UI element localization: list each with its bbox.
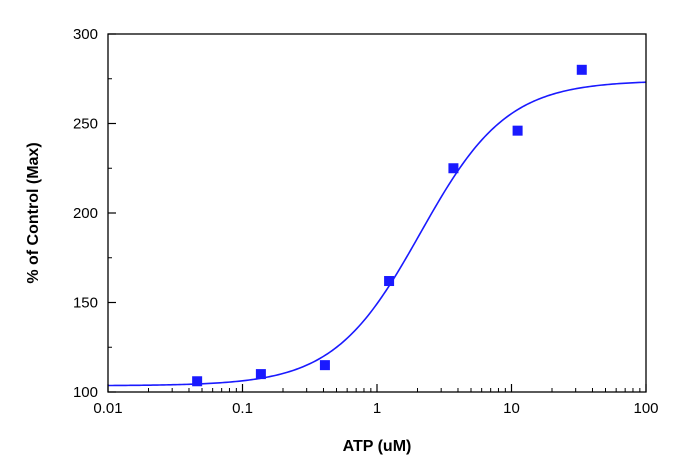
- data-point: [576, 64, 587, 75]
- y-tick-label: 100: [73, 384, 98, 401]
- x-axis-ticks: 0.01 0.1 1 10 100: [93, 384, 659, 417]
- y-tick-label: 150: [73, 295, 98, 312]
- x-tick-label: 1: [373, 400, 381, 417]
- data-point: [319, 360, 330, 371]
- data-point: [384, 276, 395, 287]
- y-tick-label: 250: [73, 116, 98, 133]
- data-point: [448, 163, 459, 174]
- fit-curve-layer: [107, 81, 647, 387]
- data-points-layer: [192, 64, 587, 387]
- x-tick-label: 10: [503, 400, 520, 417]
- y-axis-ticks: 100 150 200 250 300: [73, 26, 116, 401]
- y-axis-title: % of Control (Max): [25, 142, 42, 283]
- x-tick-label: 100: [633, 400, 658, 417]
- x-axis-title: ATP (uM): [343, 438, 412, 455]
- y-tick-label: 200: [73, 205, 98, 222]
- x-tick-label: 0.01: [93, 400, 122, 417]
- data-point: [512, 125, 523, 136]
- plot-frame: [107, 33, 647, 393]
- fit-curve: [107, 81, 647, 387]
- y-tick-label: 300: [73, 26, 98, 43]
- x-tick-label: 0.1: [232, 400, 253, 417]
- data-point: [255, 369, 266, 380]
- data-point: [192, 376, 203, 387]
